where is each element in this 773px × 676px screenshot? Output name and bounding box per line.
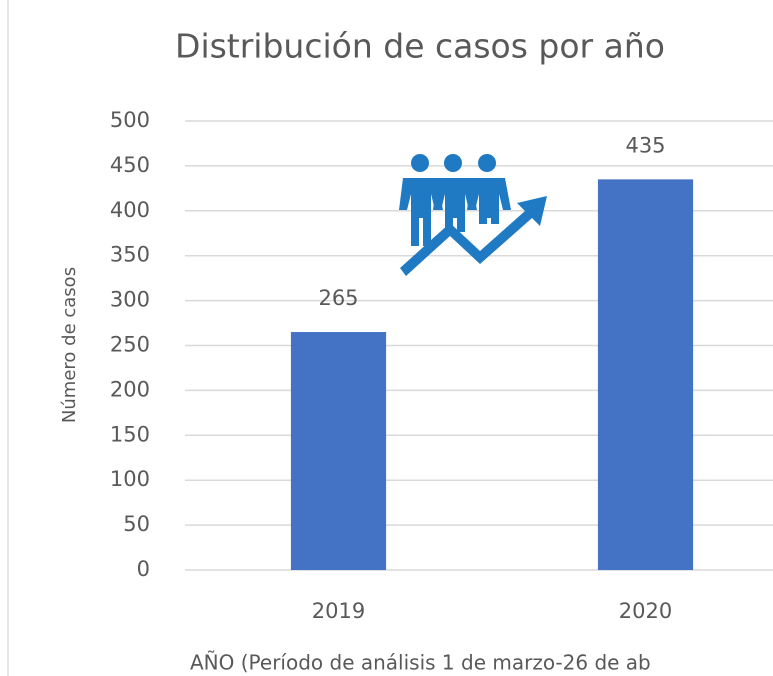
y-tick-label: 150 bbox=[110, 422, 150, 446]
bar bbox=[597, 179, 694, 570]
y-tick-label: 100 bbox=[110, 467, 150, 491]
y-tick-label: 500 bbox=[110, 108, 150, 132]
x-tick-label: 2020 bbox=[619, 599, 672, 623]
x-axis-label: AÑO (Período de análisis 1 de marzo-26 d… bbox=[190, 651, 651, 675]
y-tick-label: 450 bbox=[110, 153, 150, 177]
y-tick-label: 200 bbox=[110, 377, 150, 401]
chart-title: Distribución de casos por año bbox=[175, 27, 665, 66]
x-tick-label: 2019 bbox=[312, 599, 365, 623]
y-tick-label: 400 bbox=[110, 198, 150, 222]
y-tick-label: 50 bbox=[123, 512, 150, 536]
y-tick-label: 300 bbox=[110, 288, 150, 312]
people-growth-icon bbox=[399, 154, 547, 276]
data-label: 265 bbox=[318, 286, 358, 310]
y-tick-label: 350 bbox=[110, 243, 150, 267]
data-label: 435 bbox=[625, 133, 665, 157]
y-axis-label: Número de casos bbox=[59, 267, 80, 423]
y-tick-label: 0 bbox=[137, 557, 150, 581]
bar bbox=[290, 332, 387, 570]
y-tick-label: 250 bbox=[110, 333, 150, 357]
